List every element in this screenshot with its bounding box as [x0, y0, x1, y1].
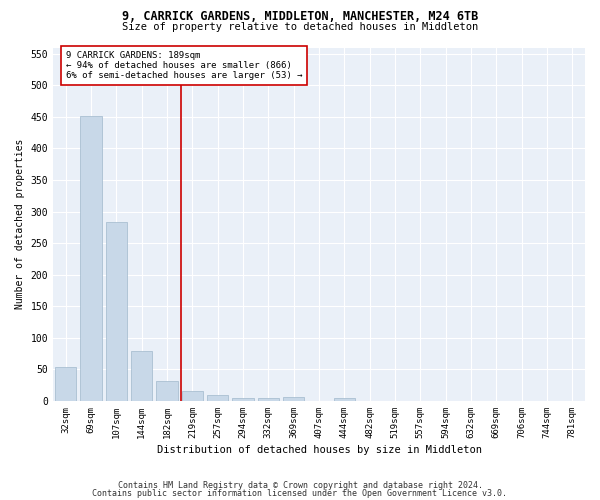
Bar [106, 222, 127, 401]
Bar [182, 392, 203, 401]
Text: Contains public sector information licensed under the Open Government Licence v3: Contains public sector information licen… [92, 488, 508, 498]
Text: Contains HM Land Registry data © Crown copyright and database right 2024.: Contains HM Land Registry data © Crown c… [118, 481, 482, 490]
Text: 9, CARRICK GARDENS, MIDDLETON, MANCHESTER, M24 6TB: 9, CARRICK GARDENS, MIDDLETON, MANCHESTE… [122, 10, 478, 23]
Bar [131, 351, 152, 401]
Bar [283, 397, 304, 401]
Text: Size of property relative to detached houses in Middleton: Size of property relative to detached ho… [122, 22, 478, 32]
Bar [55, 368, 76, 401]
Bar [257, 398, 279, 401]
Bar [156, 382, 178, 401]
X-axis label: Distribution of detached houses by size in Middleton: Distribution of detached houses by size … [157, 445, 482, 455]
Y-axis label: Number of detached properties: Number of detached properties [15, 139, 25, 310]
Bar [232, 398, 254, 401]
Bar [207, 394, 229, 401]
Bar [80, 116, 102, 401]
Text: 9 CARRICK GARDENS: 189sqm
← 94% of detached houses are smaller (866)
6% of semi-: 9 CARRICK GARDENS: 189sqm ← 94% of detac… [66, 50, 302, 80]
Bar [334, 398, 355, 401]
